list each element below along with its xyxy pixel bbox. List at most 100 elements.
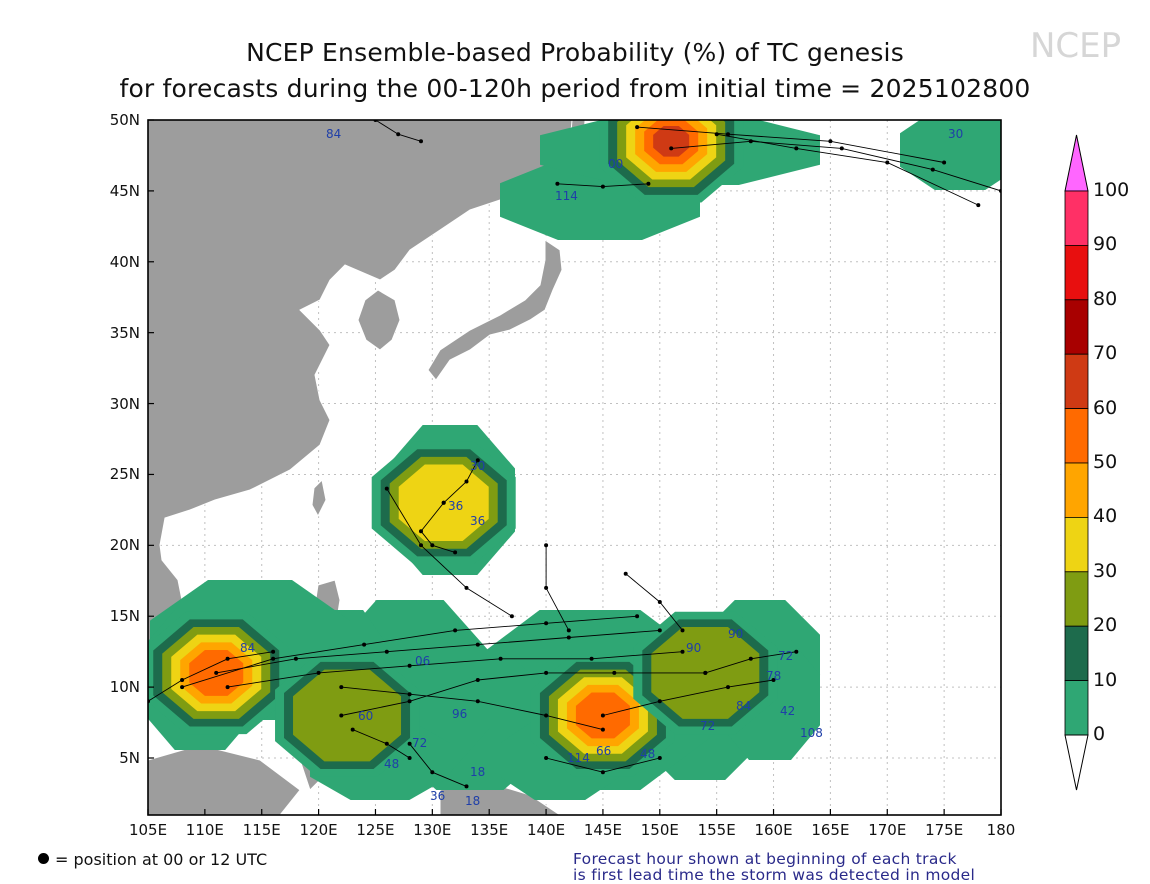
track-start-hour-label: 72 (412, 736, 427, 750)
track-position-dot (748, 139, 753, 144)
track-position-dot (566, 628, 571, 633)
track-position-dot (441, 500, 446, 505)
track-position-dot (646, 181, 651, 186)
track-position-dot (726, 132, 730, 137)
korea-peninsula (357, 289, 401, 351)
colorbar-segment (1064, 408, 1089, 464)
storm-track (227, 651, 683, 688)
track-position-dot (350, 727, 355, 732)
track-position-dot (430, 770, 435, 775)
storm-track (341, 672, 706, 716)
lon-label: 175E (925, 821, 964, 839)
track-position-dot (794, 146, 799, 151)
track-position-dot (544, 756, 549, 760)
colorbar-segment (1064, 190, 1089, 246)
track-start-hour-label: 36 (470, 514, 485, 528)
track-start-hour-label: 42 (780, 704, 795, 718)
colorbar-segment (1064, 571, 1089, 627)
lat-label: 35N (109, 323, 140, 342)
track-position-dot (339, 713, 344, 718)
track-position-dot (509, 614, 514, 619)
track-position-dot (885, 160, 890, 165)
track-start-hour-label: 108 (800, 726, 823, 740)
track-start-hour-label: 72 (700, 719, 715, 733)
colorbar-label: 0 (1093, 723, 1106, 745)
lon-label: 160E (754, 821, 793, 839)
track-position-dot (419, 529, 423, 534)
colorbar-segment (1064, 462, 1089, 518)
colorbar-segment (1064, 680, 1089, 736)
track-position-dot (942, 160, 947, 165)
track-position-dot (544, 670, 549, 675)
colorbar-top-arrow (1064, 134, 1089, 192)
track-position-dot (464, 784, 469, 789)
chart-title-line-2: for forecasts during the 00-120h period … (119, 74, 1031, 103)
lon-label: 105E (128, 821, 168, 839)
track-position-dot (180, 678, 185, 682)
track-start-hour-label: 90 (728, 627, 743, 641)
legend-position-note: = position at 00 or 12 UTC (38, 850, 267, 869)
lon-label: 165E (811, 821, 850, 839)
track-start-hour-label: 18 (470, 765, 485, 779)
track-position-dot (407, 663, 412, 668)
track-position-dot (316, 670, 321, 675)
track-position-dot (680, 628, 685, 633)
track-position-dot (544, 585, 549, 590)
colorbar-label: 100 (1093, 179, 1130, 201)
footer-note-line-1: Forecast hour shown at beginning of each… (573, 850, 957, 868)
colorbar-label: 30 (1093, 559, 1118, 582)
japan-islands (427, 239, 563, 381)
track-position-dot (430, 543, 435, 548)
lat-label: 5N (119, 749, 140, 767)
track-position-dot (544, 543, 549, 548)
track-start-hour-label: 18 (465, 794, 480, 808)
colorbar-label: 10 (1093, 668, 1118, 691)
track-start-hour-label: 96 (452, 707, 467, 721)
position-dot-icon (38, 853, 49, 864)
storm-track (602, 679, 774, 716)
track-position-dot (339, 685, 344, 690)
track-start-hour-label: 30 (470, 459, 485, 473)
track-start-hour-label: 00 (608, 157, 623, 171)
track-start-hour-label: 78 (766, 669, 781, 683)
track-position-dot (475, 699, 480, 704)
track-position-dot (566, 635, 571, 640)
track-position-dot (657, 699, 662, 704)
track-position-dot (669, 146, 674, 151)
track-start-hour-labels: 84 114 00 30 36 36 30 84 06 96 90 90 72 78 42 108 84 72 66… (240, 127, 963, 808)
track-position-dot (657, 628, 662, 633)
colorbar-bottom-arrow (1064, 734, 1089, 791)
lon-label: 135E (470, 821, 509, 839)
track-position-dot (726, 685, 730, 690)
track-position-dot (384, 649, 389, 654)
track-position-dot (612, 670, 617, 675)
lon-label: 150E (640, 821, 679, 839)
track-position-dot (453, 550, 458, 555)
legend-position-text: = position at 00 or 12 UTC (55, 850, 268, 869)
track-position-dot (623, 571, 628, 576)
chart-title-line-1: NCEP Ensemble-based Probability (%) of T… (246, 38, 904, 67)
track-position-dot (180, 685, 185, 690)
track-position-dot (930, 167, 935, 172)
colorbar-segment (1064, 517, 1089, 573)
track-position-dot (464, 585, 469, 590)
probability-contours (148, 120, 1001, 800)
track-position-dot (544, 713, 549, 718)
lat-label: 45N (109, 181, 140, 200)
track-position-dot (293, 656, 298, 661)
asia-mainland (148, 120, 576, 651)
track-position-dot (771, 678, 776, 682)
track-position-dot (544, 621, 549, 626)
storm-track (716, 133, 979, 206)
track-position-dot (635, 614, 640, 619)
lat-label: 15N (109, 607, 140, 626)
track-start-hour-label: 114 (555, 189, 578, 203)
storm-track (181, 615, 638, 688)
track-start-hour-label: 90 (686, 641, 701, 655)
prob-band-60-70 (653, 125, 690, 157)
colorbar-segment (1064, 244, 1089, 301)
track-start-hour-label: 66 (596, 744, 611, 758)
footer-note-line-2: is first lead time the storm was detecte… (573, 866, 976, 884)
storm-track (216, 629, 660, 674)
lon-label: 180 (986, 821, 1016, 839)
